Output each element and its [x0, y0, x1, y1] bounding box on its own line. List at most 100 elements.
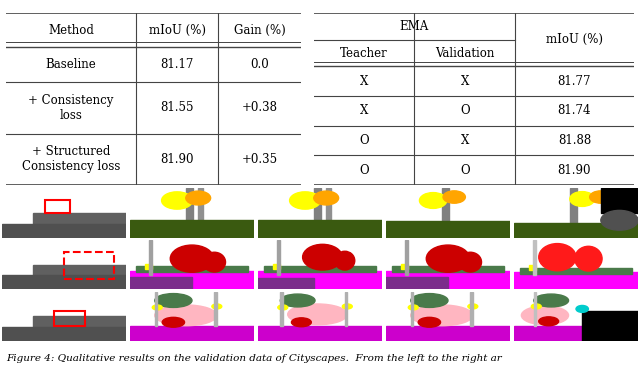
Bar [264, 266, 376, 272]
Text: X: X [461, 75, 469, 88]
Bar [33, 213, 126, 237]
Bar [258, 220, 382, 237]
Ellipse shape [170, 245, 214, 272]
Text: 81.17: 81.17 [161, 58, 194, 71]
Bar [470, 292, 473, 326]
Text: O: O [359, 134, 369, 147]
Bar [33, 265, 126, 289]
Ellipse shape [288, 304, 348, 325]
Bar [276, 240, 280, 275]
Ellipse shape [411, 305, 473, 326]
Ellipse shape [522, 306, 568, 325]
Bar [404, 240, 408, 275]
Bar [273, 264, 280, 269]
Text: +0.38: +0.38 [241, 101, 278, 114]
Ellipse shape [443, 191, 465, 203]
Bar [2, 327, 126, 341]
Ellipse shape [162, 317, 184, 327]
Ellipse shape [289, 192, 321, 209]
Bar [442, 188, 449, 237]
Bar [2, 276, 126, 289]
Bar [214, 292, 217, 326]
Ellipse shape [419, 193, 447, 208]
Text: + Structured
Consistency loss: + Structured Consistency loss [22, 145, 120, 173]
Text: Teacher: Teacher [340, 47, 388, 59]
Bar [570, 188, 577, 237]
Ellipse shape [291, 318, 311, 327]
Bar [258, 326, 382, 341]
Bar [514, 272, 638, 289]
Text: O: O [460, 164, 470, 177]
Ellipse shape [280, 294, 315, 307]
Ellipse shape [335, 251, 355, 270]
Bar [534, 292, 536, 326]
Text: 81.77: 81.77 [557, 75, 591, 88]
Bar [386, 326, 510, 341]
Ellipse shape [203, 252, 225, 272]
Text: X: X [360, 104, 368, 117]
Text: Figure 4: Qualitative results on the validation data of Cityscapes.  From the le: Figure 4: Qualitative results on the val… [6, 353, 502, 363]
Bar [258, 279, 314, 289]
Text: mIoU (%): mIoU (%) [546, 33, 603, 46]
Bar [198, 188, 203, 237]
Bar [401, 264, 408, 269]
Text: Gain (%): Gain (%) [234, 24, 285, 37]
Bar [345, 292, 348, 326]
Bar [386, 270, 510, 289]
Ellipse shape [278, 305, 288, 310]
Bar [280, 292, 283, 326]
Ellipse shape [418, 317, 440, 327]
Text: Validation: Validation [435, 47, 495, 59]
Ellipse shape [342, 304, 352, 309]
Text: 81.74: 81.74 [557, 104, 591, 117]
Text: 81.55: 81.55 [161, 101, 194, 114]
Text: O: O [460, 104, 470, 117]
Bar [326, 188, 331, 237]
Ellipse shape [161, 192, 193, 209]
Bar [314, 188, 321, 237]
Text: O: O [359, 164, 369, 177]
Ellipse shape [459, 252, 481, 272]
Text: 0.0: 0.0 [250, 58, 269, 71]
Bar [130, 326, 254, 341]
Text: + Consistency
loss: + Consistency loss [29, 94, 114, 122]
Text: EMA: EMA [400, 20, 429, 33]
Text: Baseline: Baseline [46, 58, 97, 71]
Ellipse shape [575, 246, 602, 271]
Ellipse shape [589, 191, 612, 203]
Ellipse shape [531, 304, 541, 309]
Ellipse shape [314, 191, 339, 205]
Bar [2, 224, 126, 237]
Ellipse shape [155, 305, 217, 326]
Bar [514, 326, 638, 341]
Bar [601, 188, 638, 213]
Bar [392, 266, 504, 272]
Text: +0.35: +0.35 [241, 153, 278, 166]
Ellipse shape [303, 244, 342, 270]
Bar [582, 312, 638, 341]
Ellipse shape [186, 191, 211, 205]
Text: X: X [360, 75, 368, 88]
Bar [386, 277, 448, 289]
Bar [33, 316, 126, 341]
Ellipse shape [212, 304, 222, 309]
Bar [186, 188, 193, 237]
Text: 81.90: 81.90 [557, 164, 591, 177]
Ellipse shape [570, 191, 595, 206]
Bar [258, 270, 382, 289]
Bar [155, 292, 157, 326]
Text: mIoU (%): mIoU (%) [148, 24, 205, 37]
Bar [130, 220, 254, 237]
Bar [386, 221, 510, 237]
Ellipse shape [576, 306, 588, 312]
Bar [532, 240, 536, 276]
Ellipse shape [539, 243, 576, 271]
Ellipse shape [408, 305, 418, 310]
Ellipse shape [539, 317, 559, 326]
Ellipse shape [426, 245, 470, 272]
Ellipse shape [411, 294, 448, 307]
Bar [411, 292, 413, 326]
Bar [529, 265, 536, 270]
Bar [130, 277, 192, 289]
Bar [514, 223, 638, 237]
